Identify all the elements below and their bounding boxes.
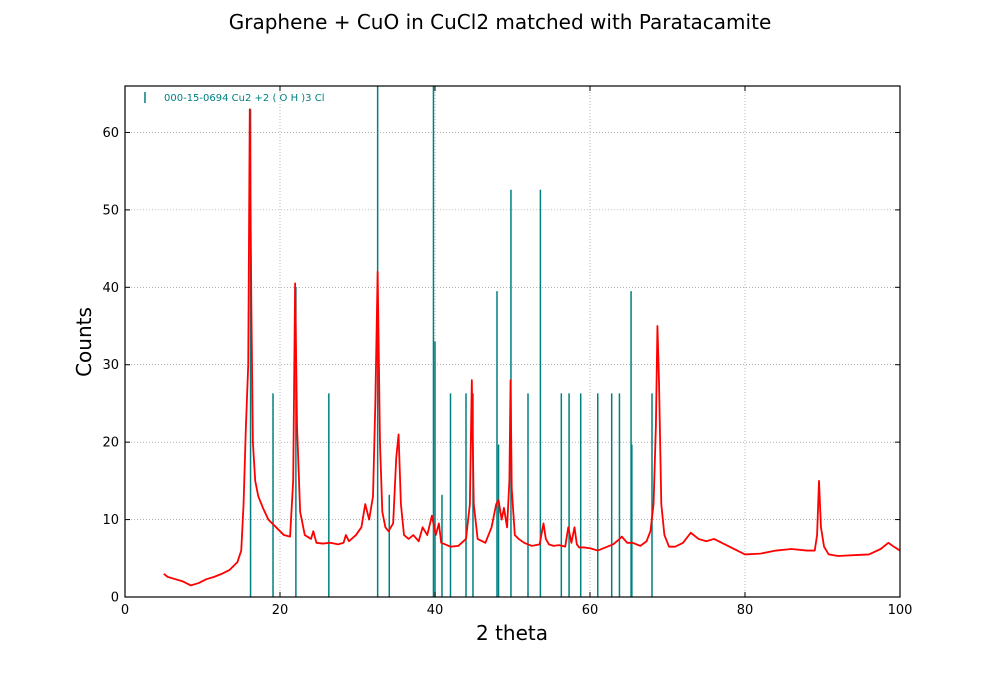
x-tick-label: 0 <box>121 603 129 618</box>
diffraction-pattern-line <box>163 108 901 587</box>
x-tick-label: 40 <box>427 603 444 618</box>
pattern-series <box>163 108 901 587</box>
grid-lines <box>125 86 900 597</box>
x-tick-label: 80 <box>737 603 754 618</box>
y-tick-label: 20 <box>102 436 119 451</box>
legend-entry-reference: 000-15-0694 Cu2 +2 ( O H )3 Cl <box>164 93 324 104</box>
y-tick-label: 40 <box>102 281 119 296</box>
x-tick-label: 60 <box>582 603 599 618</box>
y-tick-label: 0 <box>111 591 119 606</box>
chart-title: Graphene + CuO in CuCl2 matched with Par… <box>229 10 772 34</box>
x-axis-label: 2 theta <box>476 621 548 645</box>
y-tick-label: 10 <box>102 513 119 528</box>
x-tick-label: 100 <box>888 603 913 618</box>
plot-area-frame <box>124 85 901 598</box>
reference-sticks <box>249 86 653 597</box>
legend: 000-15-0694 Cu2 +2 ( O H )3 Cl <box>144 92 324 104</box>
y-axis-label: Counts <box>72 307 96 377</box>
y-tick-label: 30 <box>102 358 119 373</box>
y-tick-label: 60 <box>102 126 119 141</box>
x-tick-label: 20 <box>272 603 289 618</box>
axis-ticks: 0 20 40 60 80 100 0 10 20 30 40 50 60 <box>102 86 912 618</box>
y-tick-label: 50 <box>102 203 119 218</box>
